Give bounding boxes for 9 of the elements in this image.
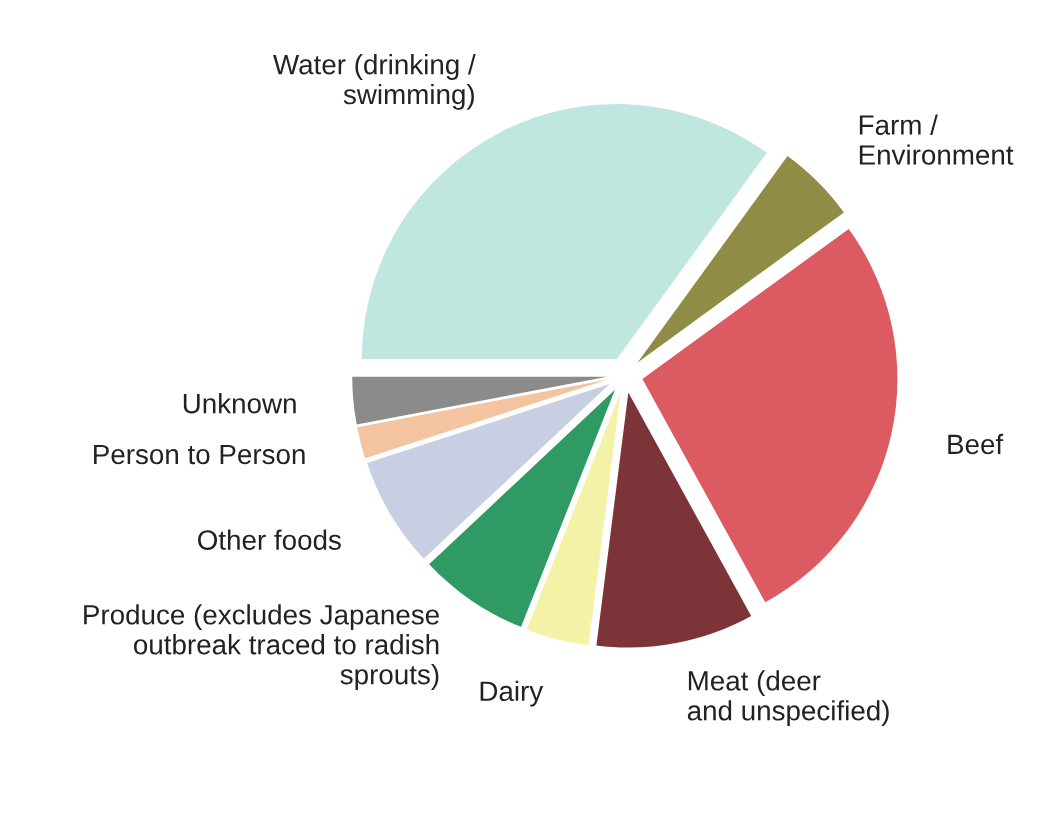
slice-label: Other foods <box>198 529 341 550</box>
slice-label: Produce (excludes Japanese outbreak traced to radish sprouts) <box>84 604 439 690</box>
slice-label: Meat (deer and unspecified) <box>687 670 889 727</box>
slice-label: Dairy <box>480 680 544 707</box>
slice-label: Water (drinking / swimming) <box>273 54 476 110</box>
slice-label: Beef <box>948 433 1004 455</box>
slice-label: Farm / Environment <box>859 114 1014 165</box>
slice-label: Person to Person <box>94 444 305 465</box>
slice-label: Unknown <box>183 393 296 414</box>
